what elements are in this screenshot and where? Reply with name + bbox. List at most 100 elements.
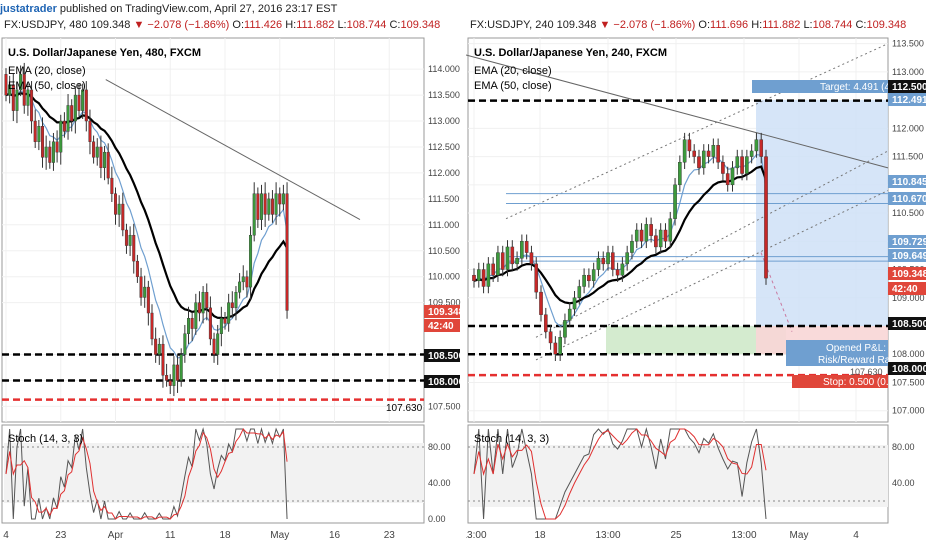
candle-body (234, 292, 238, 309)
candle-body (721, 162, 725, 174)
ema50-legend[interactable]: EMA (50, close) (8, 80, 86, 92)
y-tick-label: 111.500 (428, 194, 459, 204)
channel-upper (505, 43, 889, 220)
stoch-d-line (473, 428, 767, 520)
candle-body (223, 318, 227, 324)
candle-body (658, 229, 663, 248)
candle-body (749, 150, 754, 157)
candle-body (62, 120, 66, 132)
candle-body (644, 224, 649, 242)
candle-body (601, 258, 606, 265)
symbol[interactable]: FX:USDJPY, 240 (470, 19, 554, 31)
chart-right[interactable]: 80.00 40.00 113.500 113.000 112.500 112.000 1… (466, 18, 932, 550)
open-label: O: (232, 19, 245, 31)
publish-info: published on TradingView.com, April 27, … (59, 3, 338, 15)
candle-body (515, 258, 519, 265)
candle-body (505, 246, 510, 270)
x-tick-label: 11 (165, 530, 176, 541)
candle-body (150, 312, 154, 340)
candle-body (706, 150, 711, 157)
y-tick-label: 110.500 (892, 208, 924, 218)
candle-body (41, 126, 45, 158)
y-tick-label: 107.500 (892, 377, 925, 387)
candle-body (745, 156, 749, 174)
candle-body (639, 229, 644, 242)
candle-body (117, 203, 121, 215)
x-tick-label: 25 (670, 530, 682, 541)
stoch-k-line (473, 427, 767, 520)
candle-body (135, 260, 139, 277)
candle-body (481, 269, 486, 287)
candle-body (241, 276, 245, 283)
close-label: C: (855, 19, 867, 31)
r4-tag: 109.649 (892, 251, 929, 262)
ema50-legend[interactable]: EMA (50, close) (474, 80, 552, 92)
change: ▼ −2.078 (−1.86%) (133, 19, 230, 31)
candle-body (165, 375, 169, 381)
candle-body (216, 333, 220, 355)
candle-body (30, 89, 34, 122)
candle-body (245, 276, 249, 288)
candle-body (500, 252, 505, 270)
candle-body (668, 218, 673, 242)
candle-body (128, 234, 132, 246)
candle-body (553, 342, 558, 355)
ema20-legend[interactable]: EMA (20, close) (474, 65, 552, 77)
header: justatrader published on TradingView.com… (0, 0, 932, 18)
candle-body (66, 105, 70, 132)
channel-middle (535, 150, 889, 338)
candle-body (529, 252, 534, 265)
author-link[interactable]: justatrader (0, 3, 57, 15)
candle-body (208, 307, 212, 340)
open-label: O: (698, 19, 711, 31)
x-tick-label: 13:00 (731, 530, 756, 541)
candle-body (634, 229, 639, 242)
chart-left[interactable]: 80.00 40.00 0.00 114.000 113.500 113.000 112.… (0, 18, 466, 550)
ema20-legend[interactable]: EMA (20, close) (8, 65, 86, 77)
candle-body (113, 193, 117, 215)
last-price: 109.348 (90, 19, 131, 31)
candle-body (124, 229, 128, 246)
candle-body (81, 89, 85, 111)
candle-body (230, 302, 234, 309)
candle-body (520, 241, 524, 259)
y-tick-label: 110.000 (428, 272, 460, 282)
candle-body (121, 203, 125, 231)
stop-level-label: 107.630 (386, 403, 423, 414)
candle-body (754, 139, 759, 152)
candle-body (587, 274, 591, 282)
candle-body (725, 173, 730, 186)
candle-body (606, 252, 610, 265)
candle-body (11, 84, 15, 111)
candle-body (197, 302, 201, 314)
candle-body (179, 354, 183, 381)
x-tick-label: 4 (853, 530, 859, 541)
candle-body (106, 151, 110, 179)
candle-body (172, 364, 176, 386)
symbol[interactable]: FX:USDJPY, 480 (4, 19, 88, 31)
candle-body (37, 126, 41, 142)
stoch-legend[interactable]: Stoch (14, 3, 3) (474, 433, 549, 445)
candle-body (256, 193, 260, 220)
candle-body (110, 177, 114, 194)
candle-body (591, 269, 596, 282)
y-tick-label: 110.500 (428, 246, 460, 256)
stoch-k-line (5, 427, 288, 520)
support1-tag: 108.500 (428, 351, 465, 362)
candle-body (472, 274, 476, 282)
high-value: 111.882 (296, 19, 335, 31)
candle-body (88, 120, 92, 142)
candle-body (212, 338, 216, 355)
candle-body (716, 145, 720, 163)
r2-tag: 110.670 (892, 194, 928, 205)
candle-body (55, 141, 59, 153)
candle-body (186, 318, 190, 334)
target-zone (756, 100, 888, 326)
candle-body (33, 120, 37, 142)
candle-body (103, 151, 107, 168)
stoch-legend[interactable]: Stoch (14, 3, 3) (8, 433, 83, 445)
price-tag: 109.348 (428, 307, 465, 318)
x-tick-label: 23 (55, 530, 67, 541)
candle-body (48, 146, 52, 163)
y-tick-label: 109.000 (892, 293, 925, 303)
